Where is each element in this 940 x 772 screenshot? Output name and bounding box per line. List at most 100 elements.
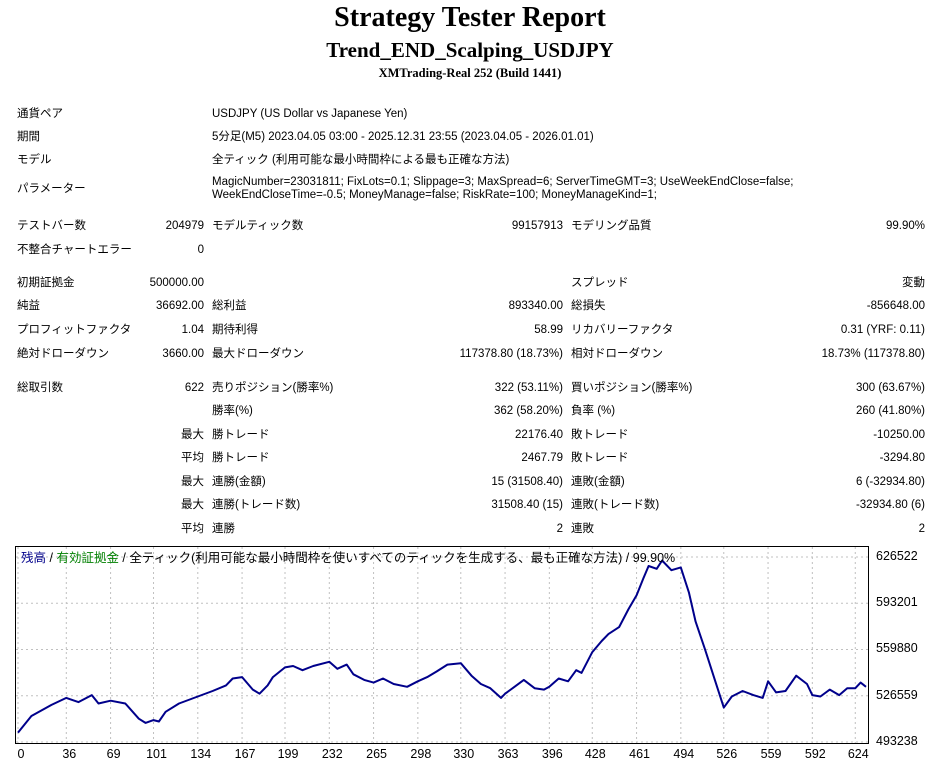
- consec-wins-money-label: 連勝(金額): [212, 476, 266, 488]
- x-tick-label: 69: [106, 747, 121, 761]
- quality-value: 99.90%: [885, 220, 925, 232]
- legend-separator: /: [46, 551, 57, 565]
- chart-legend: 残高 / 有効証拠金 / 全ティック(利用可能な最小時間枠を使いすべてのティック…: [21, 551, 675, 566]
- expected-payoff-label: 期待利得: [212, 324, 258, 336]
- y-tick-label: 626522: [876, 548, 918, 563]
- net-profit-value: 36692.00: [156, 300, 204, 312]
- max-label: 最大: [181, 476, 204, 488]
- x-tick-label: 526: [716, 747, 738, 761]
- pair-label: 通貨ペア: [17, 108, 63, 120]
- win-rate-value: 362 (58.20%): [493, 405, 563, 417]
- ticks-value: 99157913: [511, 220, 563, 232]
- balance-line: [17, 559, 867, 734]
- max-drawdown-label: 最大ドローダウン: [212, 348, 304, 360]
- x-tick-label: 0: [17, 747, 25, 761]
- max-drawdown-value: 117378.80 (18.73%): [459, 348, 563, 360]
- avg-consec-losses-value: 2: [918, 523, 925, 535]
- gross-profit-label: 総利益: [212, 300, 247, 312]
- model-value: 全ティック (利用可能な最小時間枠による最も正確な方法): [212, 154, 510, 166]
- gross-loss-label: 総損失: [571, 300, 606, 312]
- total-trades-value: 622: [184, 382, 204, 394]
- consec-wins-money-value: 15 (31508.40): [491, 476, 563, 488]
- period-label: 期間: [17, 131, 40, 143]
- x-tick-label: 396: [541, 747, 563, 761]
- gross-loss-value: -856648.00: [866, 300, 925, 312]
- errors-value: 0: [197, 244, 204, 256]
- avg-win-value: 2467.79: [521, 452, 563, 464]
- expected-payoff-value: 58.99: [534, 324, 563, 336]
- consec-losses-money-label: 連敗(金額): [571, 476, 625, 488]
- abs-drawdown-label: 絶対ドローダウン: [17, 348, 109, 360]
- loss-rate-value: 260 (41.80%): [855, 405, 925, 417]
- short-positions-value: 322 (53.11%): [494, 382, 563, 394]
- x-tick-label: 330: [453, 747, 475, 761]
- period-value: 5分足(M5) 2023.04.05 03:00 - 2025.12.31 23…: [212, 131, 594, 143]
- largest-win-label: 勝トレード: [212, 429, 270, 441]
- expert-name: Trend_END_Scalping_USDJPY: [326, 38, 614, 62]
- y-tick-label: 559880: [876, 641, 918, 656]
- spread-value: 変動: [902, 277, 925, 289]
- model-label: モデル: [17, 154, 52, 166]
- x-tick-label: 232: [321, 747, 343, 761]
- profit-factor-value: 1.04: [181, 324, 204, 336]
- x-tick-label: 494: [673, 747, 695, 761]
- consec-wins-count-value: 31508.40 (15): [491, 499, 563, 511]
- max-label: 最大: [181, 429, 204, 441]
- avg-consec-losses-label: 連敗: [571, 523, 594, 535]
- params-value: MagicNumber=23031811; FixLots=0.1; Slipp…: [212, 176, 794, 201]
- consec-losses-money-value: 6 (-32934.80): [855, 476, 925, 488]
- total-trades-label: 総取引数: [17, 382, 63, 394]
- x-tick-label: 167: [234, 747, 256, 761]
- report-title: Strategy Tester Report: [334, 2, 606, 33]
- consec-losses-count-value: -32934.80 (6): [855, 499, 925, 511]
- rel-drawdown-label: 相対ドローダウン: [571, 348, 663, 360]
- x-tick-label: 36: [62, 747, 77, 761]
- y-tick-label: 493238: [876, 734, 918, 748]
- spread-label: スプレッド: [571, 277, 629, 289]
- balance-chart: [15, 546, 869, 744]
- params-label: パラメーター: [17, 183, 86, 195]
- largest-loss-label: 敗トレード: [571, 429, 629, 441]
- recovery-factor-value: 0.31 (YRF: 0.11): [840, 324, 925, 336]
- x-tick-label: 559: [760, 747, 782, 761]
- win-rate-label: 勝率(%): [212, 405, 253, 417]
- gross-profit-value: 893340.00: [508, 300, 563, 312]
- max-label: 最大: [181, 499, 204, 511]
- x-tick-label: 298: [410, 747, 432, 761]
- legend-separator: /: [118, 551, 130, 565]
- server-info: XMTrading-Real 252 (Build 1441): [378, 66, 562, 80]
- chart-plot: [16, 547, 868, 743]
- y-tick-label: 593201: [876, 595, 918, 610]
- pair-value: USDJPY (US Dollar vs Japanese Yen): [212, 108, 408, 120]
- long-positions-value: 300 (63.67%): [855, 382, 925, 394]
- x-tick-label: 428: [584, 747, 606, 761]
- x-tick-label: 592: [804, 747, 826, 761]
- x-tick-label: 624: [847, 747, 869, 761]
- rel-drawdown-value: 18.73% (117378.80): [821, 348, 925, 360]
- avg-consec-wins-value: 2: [556, 523, 563, 535]
- x-tick-label: 363: [497, 747, 519, 761]
- avg-loss-value: -3294.80: [879, 452, 925, 464]
- avg-label: 平均: [181, 523, 204, 535]
- largest-win-value: 22176.40: [515, 429, 563, 441]
- y-tick-label: 526559: [876, 687, 918, 702]
- bars-value: 204979: [165, 220, 204, 232]
- loss-rate-label: 負率 (%): [571, 405, 616, 417]
- x-tick-label: 461: [629, 747, 650, 761]
- x-tick-label: 265: [366, 747, 387, 761]
- net-profit-label: 純益: [17, 300, 40, 312]
- legend-model: 全ティック(利用可能な最小時間枠を使いすべてのティックを生成する、最も正確な方法…: [129, 551, 676, 565]
- abs-drawdown-value: 3660.00: [162, 348, 204, 360]
- recovery-factor-label: リカバリーファクタ: [571, 324, 674, 336]
- profit-factor-label: プロフィットファクタ: [17, 324, 132, 336]
- errors-label: 不整合チャートエラー: [17, 244, 132, 256]
- deposit-label: 初期証拠金: [17, 277, 75, 289]
- avg-consec-wins-label: 連勝: [212, 523, 235, 535]
- consec-wins-count-label: 連勝(トレード数): [212, 499, 301, 511]
- legend-equity: 有効証拠金: [56, 551, 119, 565]
- x-tick-label: 101: [146, 747, 167, 761]
- avg-win-label: 勝トレード: [212, 452, 270, 464]
- consec-losses-count-label: 連敗(トレード数): [571, 499, 660, 511]
- x-tick-label: 134: [190, 747, 212, 761]
- bars-label: テストバー数: [17, 220, 86, 232]
